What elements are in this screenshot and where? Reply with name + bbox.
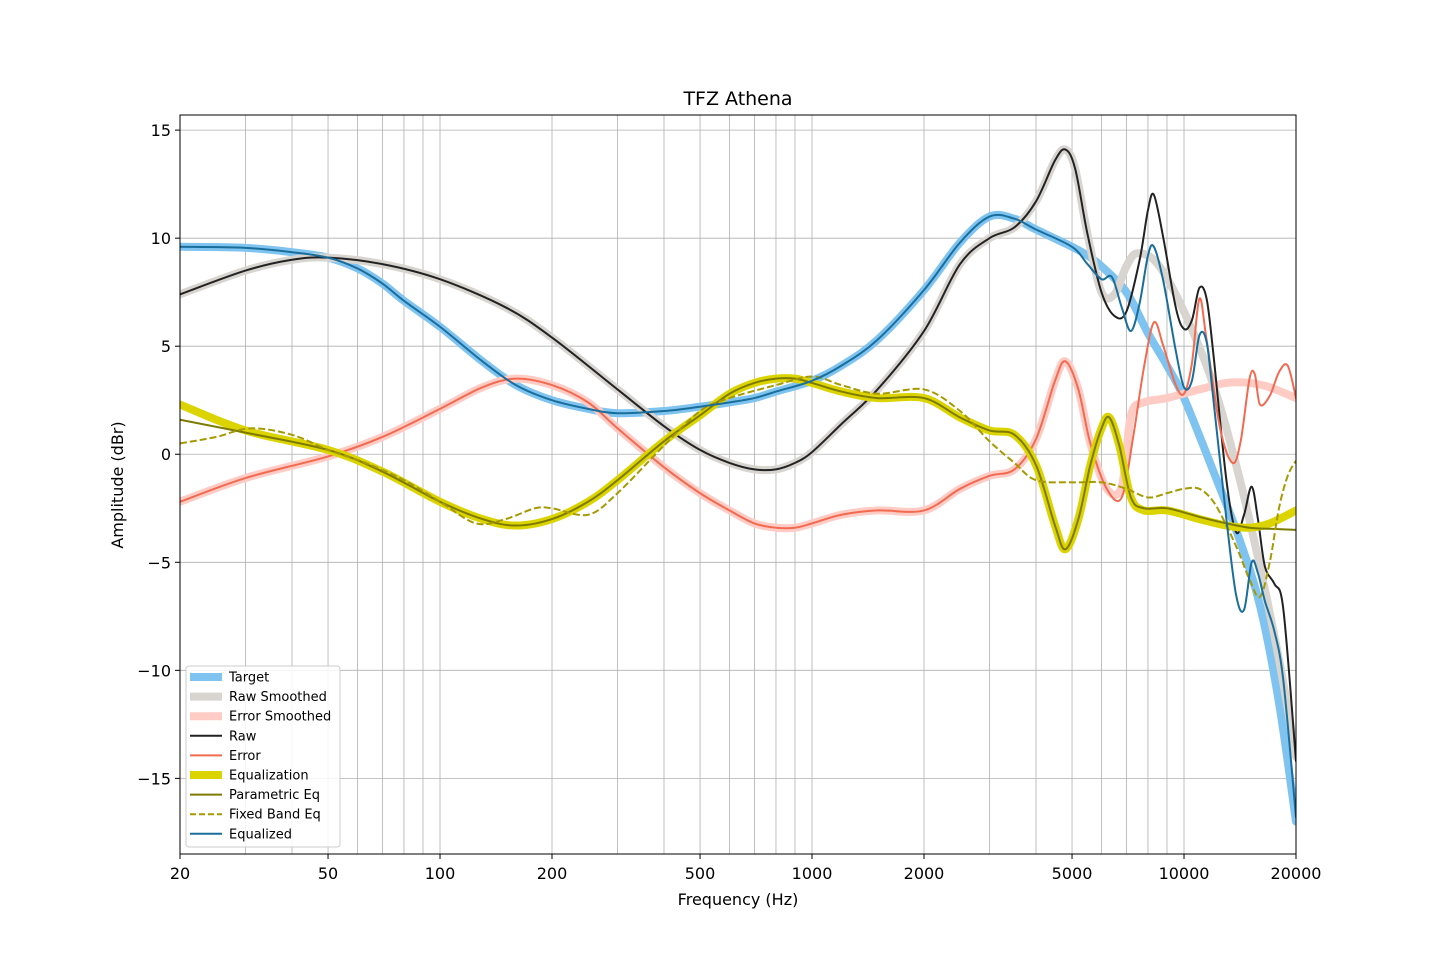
y-tick-label: 0 [161,445,171,464]
series-equalized-line [180,213,1296,819]
y-axis: 15 10 5 0 −5 −10 −15 [137,121,180,788]
legend-label: Error [229,749,261,764]
plot-area [180,145,1296,826]
y-tick-label: 10 [151,229,171,248]
legend-box [185,665,341,848]
y-tick-label: −10 [137,661,171,680]
y-tick-label: −15 [137,769,171,788]
y-tick-label: −5 [147,553,171,572]
legend-label: Parametric Eq [229,788,320,803]
legend-label: Raw Smoothed [229,690,327,705]
x-tick-label: 200 [537,864,568,883]
series-group [180,145,1296,826]
x-tick-label: 10000 [1159,864,1210,883]
series-error-line [180,297,1296,530]
x-axis-title: Frequency (Hz) [678,890,799,909]
x-tick-label: 20000 [1271,864,1322,883]
legend-label: Raw [229,729,257,744]
x-tick-label: 1000 [792,864,833,883]
x-tick-label: 500 [685,864,716,883]
x-axis: 20 50 100 200 500 1000 2000 5000 10000 20000 [170,854,1322,883]
legend-label: Equalization [229,769,309,784]
legend-label: Target [228,671,269,686]
axes-frame [179,114,1297,855]
y-tick-label: 5 [161,337,171,356]
y-axis-title: Amplitude (dBr) [108,421,127,548]
y-tick-label: 15 [151,121,171,140]
legend-label: Error Smoothed [229,710,331,725]
x-tick-label: 20 [170,864,190,883]
x-tick-label: 5000 [1052,864,1093,883]
x-tick-label: 2000 [904,864,945,883]
series-parametric-eq-line [180,377,1296,551]
legend: Target Raw Smoothed Error Smoothed Raw Error… [185,665,341,848]
chart-title: TFZ Athena [682,88,792,110]
x-tick-label: 50 [318,864,338,883]
legend-label: Equalized [229,827,292,842]
series-raw-line [180,148,1296,763]
legend-label: Fixed Band Eq [229,808,321,823]
x-tick-label: 100 [425,864,456,883]
